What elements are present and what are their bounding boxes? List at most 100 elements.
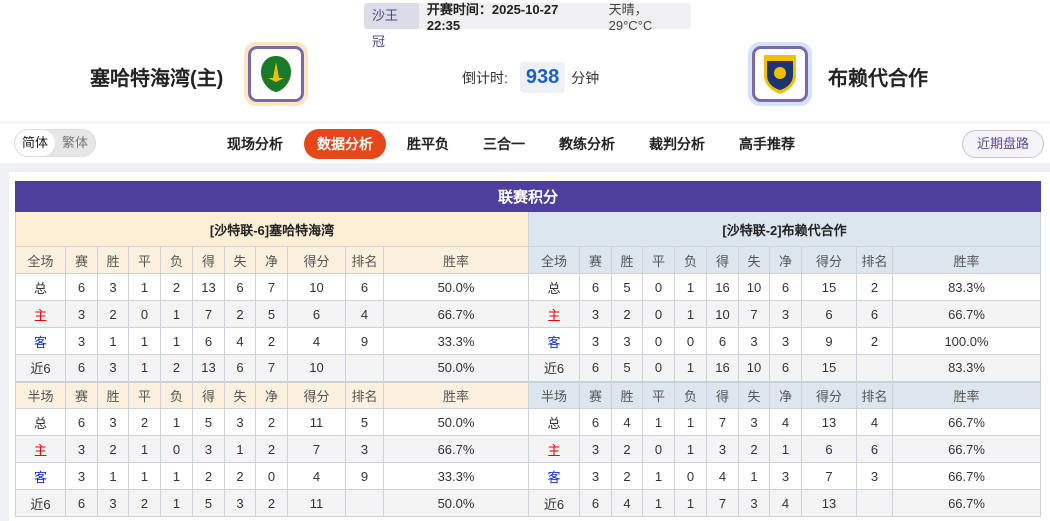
stat-cell: 66.7% bbox=[892, 300, 1041, 328]
row-label: 主 bbox=[15, 300, 66, 328]
table-row: 总 6 3 1 2 13 6 7 10 6 50.0% 总 6 5 0 1 16 10 6 15 2 83.3% bbox=[15, 273, 1041, 301]
tab-4[interactable]: 教练分析 bbox=[559, 136, 615, 152]
stat-cell: 2 bbox=[97, 435, 129, 463]
stat-cell: 2 bbox=[160, 354, 193, 382]
stat-cell: 1 bbox=[738, 462, 770, 490]
stat-cell: 83.3% bbox=[892, 354, 1041, 382]
stat-cell: 3 bbox=[738, 327, 770, 355]
stat-cell: 3 bbox=[579, 300, 612, 328]
standings-title: 联赛积分 bbox=[15, 181, 1041, 212]
stat-cell: 6 bbox=[224, 273, 256, 301]
stat-cell: 3 bbox=[579, 435, 612, 463]
tab-2[interactable]: 胜平负 bbox=[407, 136, 449, 152]
row-label: 总 bbox=[528, 408, 580, 436]
column-header: 排名 bbox=[345, 246, 384, 274]
column-header: 全场 bbox=[15, 246, 66, 274]
full-header-row: 全场赛胜平负得失净得分 排名 胜率 全场赛胜平负得失净得分 排名 胜率 bbox=[15, 246, 1041, 274]
stat-cell: 6 bbox=[801, 435, 857, 463]
kickoff-time: 开赛时间：2025-10-27 22:35 bbox=[426, 2, 559, 33]
stat-cell: 4 bbox=[345, 300, 384, 328]
home-team-logo[interactable] bbox=[244, 42, 308, 106]
stat-cell: 50.0% bbox=[383, 408, 529, 436]
stat-cell: 1 bbox=[97, 462, 129, 490]
stat-cell: 100.0% bbox=[892, 327, 1041, 355]
stat-cell: 4 bbox=[287, 327, 346, 355]
stat-cell: 66.7% bbox=[383, 435, 529, 463]
away-team-name[interactable]: 布赖代合作 bbox=[828, 68, 928, 90]
analysis-tabs: 现场分析 数据分析 胜平负 三合一 教练分析 裁判分析 高手推荐 bbox=[214, 129, 816, 159]
stat-cell: 3 bbox=[706, 435, 739, 463]
column-header: 失 bbox=[224, 380, 256, 409]
stat-cell: 3 bbox=[97, 354, 129, 382]
stat-cell: 13 bbox=[192, 273, 225, 301]
stat-cell: 3 bbox=[224, 489, 256, 517]
stat-cell: 83.3% bbox=[892, 273, 1041, 301]
column-header: 净 bbox=[769, 246, 802, 274]
column-header: 赛 bbox=[579, 246, 612, 274]
stat-cell: 2 bbox=[856, 327, 893, 355]
column-header: 半场 bbox=[528, 380, 580, 409]
stat-cell: 15 bbox=[801, 273, 857, 301]
recent-odds-button[interactable]: 近期盘路 bbox=[962, 130, 1044, 158]
stat-cell: 66.7% bbox=[383, 300, 529, 328]
column-header: 得分 bbox=[801, 246, 857, 274]
tab-6[interactable]: 高手推荐 bbox=[739, 136, 795, 152]
stat-cell: 0 bbox=[642, 435, 675, 463]
table-row: 客 3 1 1 1 6 4 2 4 9 33.3% 客 3 3 0 0 6 3 3 9 2 100.0% bbox=[15, 327, 1041, 355]
away-team-logo[interactable] bbox=[748, 42, 812, 106]
stat-cell: 5 bbox=[255, 300, 288, 328]
stat-cell: 0 bbox=[642, 300, 675, 328]
lang-traditional[interactable]: 繁体 bbox=[61, 135, 88, 150]
stat-cell: 2 bbox=[224, 462, 256, 490]
stat-cell: 2 bbox=[738, 435, 770, 463]
stat-cell: 6 bbox=[706, 327, 739, 355]
stat-cell: 2 bbox=[611, 435, 643, 463]
stat-cell: 1 bbox=[128, 462, 161, 490]
column-header: 胜 bbox=[611, 380, 643, 409]
stat-cell: 1 bbox=[128, 273, 161, 301]
stat-cell: 3 bbox=[345, 435, 384, 463]
stat-cell: 4 bbox=[611, 408, 643, 436]
tab-0[interactable]: 现场分析 bbox=[227, 136, 283, 152]
tab-5[interactable]: 裁判分析 bbox=[649, 136, 705, 152]
column-header: 得 bbox=[706, 380, 739, 409]
stat-cell bbox=[856, 489, 893, 517]
stat-cell: 3 bbox=[738, 408, 770, 436]
stat-cell: 3 bbox=[65, 327, 98, 355]
stat-cell bbox=[345, 354, 384, 382]
stat-cell: 1 bbox=[674, 408, 707, 436]
stat-cell: 50.0% bbox=[383, 354, 529, 382]
column-header: 胜 bbox=[97, 246, 129, 274]
row-label: 客 bbox=[528, 462, 580, 490]
stat-cell: 3 bbox=[192, 435, 225, 463]
stat-cell: 1 bbox=[674, 435, 707, 463]
stat-cell: 2 bbox=[255, 327, 288, 355]
stat-cell: 3 bbox=[97, 408, 129, 436]
stat-cell: 5 bbox=[611, 273, 643, 301]
column-header: 失 bbox=[224, 246, 256, 274]
row-label: 主 bbox=[528, 435, 580, 463]
stat-cell: 3 bbox=[224, 408, 256, 436]
stat-cell: 2 bbox=[160, 273, 193, 301]
stat-cell: 7 bbox=[192, 300, 225, 328]
language-toggle[interactable]: 简体 繁体 bbox=[14, 129, 96, 157]
stat-cell: 1 bbox=[97, 327, 129, 355]
column-header: 负 bbox=[160, 246, 193, 274]
column-header: 净 bbox=[769, 380, 802, 409]
column-header: 得 bbox=[192, 380, 225, 409]
league-label[interactable]: 沙王冠 bbox=[364, 3, 419, 49]
stat-cell: 3 bbox=[65, 435, 98, 463]
lang-simplified[interactable]: 简体 bbox=[15, 130, 55, 156]
column-header: 失 bbox=[738, 380, 770, 409]
stat-cell: 6 bbox=[345, 273, 384, 301]
stat-cell: 6 bbox=[579, 408, 612, 436]
stat-cell: 0 bbox=[674, 462, 707, 490]
home-team-name[interactable]: 塞哈特海湾(主) bbox=[90, 68, 224, 90]
tab-1[interactable]: 数据分析 bbox=[304, 129, 386, 159]
column-header: 赛 bbox=[65, 380, 98, 409]
column-header: 得分 bbox=[287, 380, 346, 409]
stat-cell: 6 bbox=[579, 273, 612, 301]
tab-3[interactable]: 三合一 bbox=[483, 136, 525, 152]
stat-cell: 15 bbox=[801, 354, 857, 382]
stat-cell: 6 bbox=[65, 408, 98, 436]
